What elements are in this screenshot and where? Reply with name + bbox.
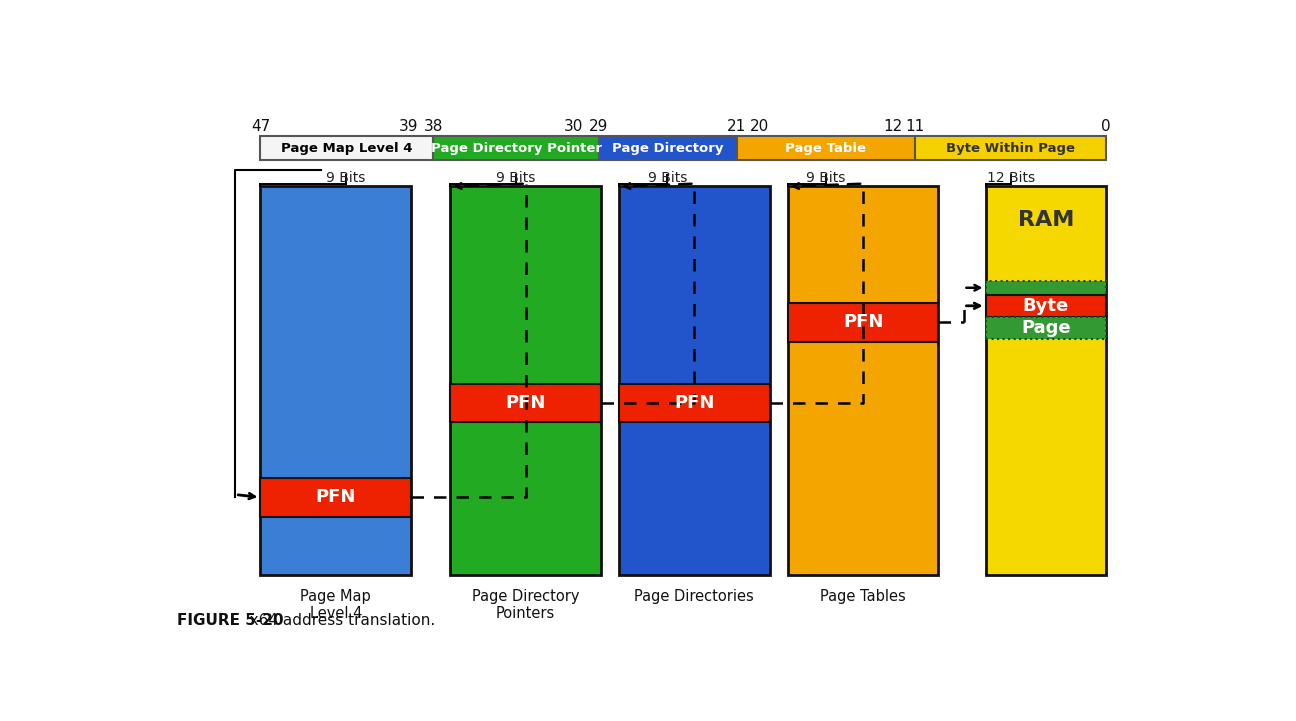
Text: Page Tables: Page Tables — [820, 589, 906, 604]
Text: Byte Within Page: Byte Within Page — [946, 141, 1076, 154]
Text: Page Directories: Page Directories — [635, 589, 754, 604]
Text: 12: 12 — [884, 119, 903, 133]
Text: 9 Bits: 9 Bits — [327, 172, 365, 185]
Text: Page Map Level 4: Page Map Level 4 — [281, 141, 412, 154]
Bar — [433, 136, 599, 160]
Text: 30: 30 — [564, 119, 583, 133]
Text: x64 address translation.: x64 address translation. — [235, 613, 434, 628]
Text: 9 Bits: 9 Bits — [648, 172, 687, 185]
Text: 9 Bits: 9 Bits — [496, 172, 535, 185]
Bar — [450, 384, 601, 423]
Text: FIGURE 5-20   x64 address translation.: FIGURE 5-20 x64 address translation. — [178, 613, 473, 628]
Text: 21: 21 — [727, 119, 746, 133]
Text: Page Directory Pointer: Page Directory Pointer — [430, 141, 601, 154]
Bar — [985, 280, 1105, 295]
Text: 0: 0 — [1102, 119, 1111, 133]
Text: Page Table: Page Table — [785, 141, 867, 154]
Bar — [260, 136, 433, 160]
Text: PFN: PFN — [505, 394, 546, 412]
Text: FIGURE 5-20: FIGURE 5-20 — [178, 613, 284, 628]
Text: RAM: RAM — [1017, 210, 1074, 230]
Text: PFN: PFN — [674, 394, 714, 412]
Bar — [788, 303, 938, 342]
Text: Byte: Byte — [1023, 297, 1069, 315]
Bar — [915, 136, 1105, 160]
Text: Page Directory
Pointers: Page Directory Pointers — [472, 589, 579, 622]
Text: Page: Page — [1021, 319, 1070, 337]
Text: 11: 11 — [906, 119, 925, 133]
Text: Page Map
Level 4: Page Map Level 4 — [301, 589, 371, 622]
Bar — [985, 295, 1105, 317]
Text: PFN: PFN — [315, 488, 356, 506]
Bar — [985, 187, 1105, 575]
Bar — [260, 187, 411, 575]
Text: 39: 39 — [398, 119, 417, 133]
Text: 38: 38 — [424, 119, 443, 133]
Text: Page Directory: Page Directory — [612, 141, 723, 154]
Text: 9 Bits: 9 Bits — [806, 172, 845, 185]
Text: PFN: PFN — [842, 314, 884, 332]
Text: 47: 47 — [251, 119, 270, 133]
Bar — [599, 136, 736, 160]
Bar — [619, 187, 770, 575]
Bar — [788, 187, 938, 575]
Bar — [450, 187, 601, 575]
Text: 12 Bits: 12 Bits — [986, 172, 1034, 185]
Bar — [736, 136, 915, 160]
Text: 29: 29 — [590, 119, 609, 133]
Bar — [985, 317, 1105, 339]
Bar — [619, 384, 770, 423]
Bar — [260, 478, 411, 517]
Text: 20: 20 — [750, 119, 770, 133]
